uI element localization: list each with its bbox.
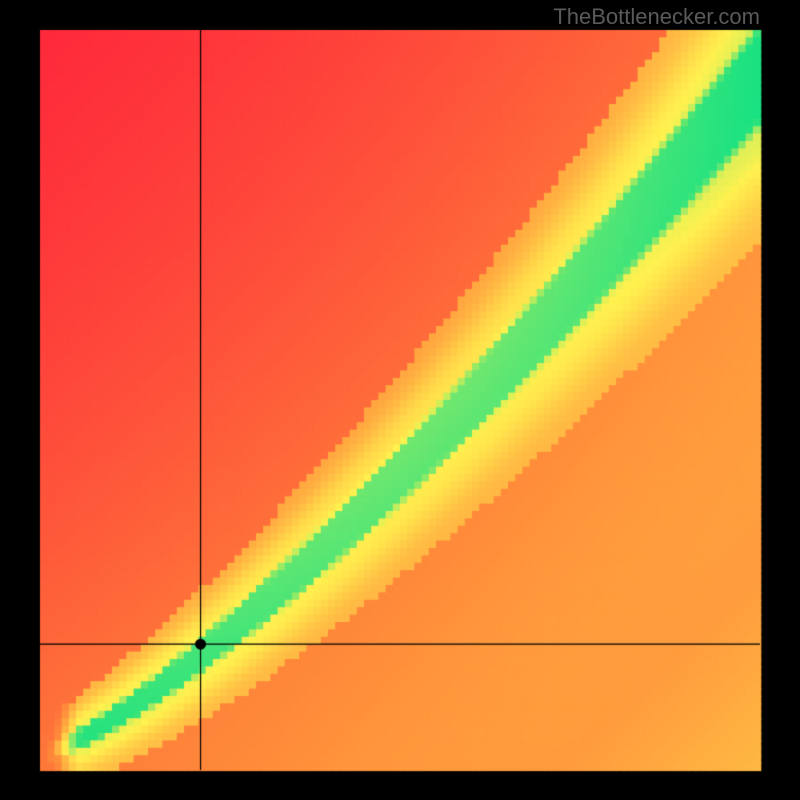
watermark-label: TheBottlenecker.com: [553, 4, 760, 30]
heatmap-canvas: [0, 0, 800, 800]
